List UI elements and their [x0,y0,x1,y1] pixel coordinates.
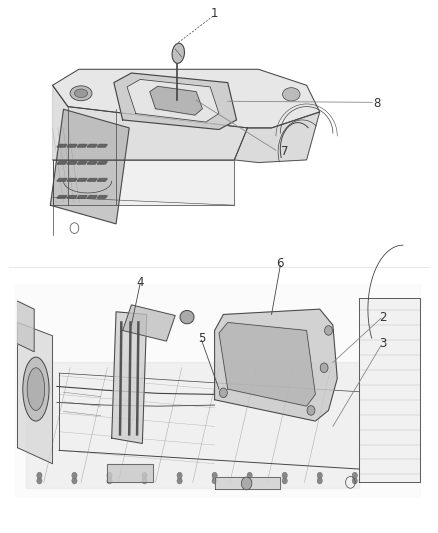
Circle shape [282,472,287,479]
Polygon shape [107,464,153,482]
Circle shape [317,478,322,484]
Ellipse shape [27,368,45,410]
Circle shape [37,478,42,484]
Circle shape [107,478,112,484]
Polygon shape [77,196,87,198]
Circle shape [177,472,182,479]
Polygon shape [123,305,175,341]
Circle shape [212,478,217,484]
Polygon shape [67,179,77,181]
Polygon shape [87,196,97,198]
Circle shape [72,478,77,484]
Polygon shape [67,144,77,147]
Polygon shape [97,144,107,147]
Circle shape [317,472,322,479]
Polygon shape [359,298,420,482]
Polygon shape [18,322,53,464]
Polygon shape [97,161,107,164]
Circle shape [142,472,147,479]
Polygon shape [50,109,129,224]
Polygon shape [57,161,67,164]
Polygon shape [215,477,280,489]
Polygon shape [127,79,219,122]
Polygon shape [53,85,247,160]
Circle shape [247,472,252,479]
Circle shape [212,472,217,479]
Polygon shape [97,179,107,181]
Polygon shape [87,179,97,181]
Circle shape [107,472,112,479]
Circle shape [177,478,182,484]
Polygon shape [53,160,234,205]
Text: 8: 8 [373,98,380,110]
Text: 3: 3 [380,337,387,350]
Polygon shape [87,144,97,147]
Circle shape [352,472,357,479]
Polygon shape [77,179,87,181]
Circle shape [72,472,77,479]
Ellipse shape [70,86,92,101]
Polygon shape [87,161,97,164]
Polygon shape [77,144,87,147]
Polygon shape [97,196,107,198]
Text: 2: 2 [379,311,387,324]
Polygon shape [67,196,77,198]
Polygon shape [53,69,320,128]
Polygon shape [219,322,315,406]
Polygon shape [234,112,320,163]
Text: 1: 1 [211,7,219,20]
Polygon shape [57,144,67,147]
Ellipse shape [180,310,194,324]
Circle shape [307,406,315,415]
Polygon shape [114,73,237,130]
Polygon shape [57,196,67,198]
Circle shape [247,478,252,484]
Polygon shape [15,284,420,497]
Circle shape [282,478,287,484]
Polygon shape [57,179,67,181]
Polygon shape [215,309,337,421]
Circle shape [325,326,332,335]
Polygon shape [77,161,87,164]
Circle shape [352,478,357,484]
Circle shape [219,388,227,398]
Ellipse shape [23,357,49,421]
Polygon shape [112,312,147,443]
Text: 5: 5 [198,332,205,345]
Circle shape [241,477,252,490]
Text: 7: 7 [281,146,289,158]
Ellipse shape [74,89,88,98]
Text: 6: 6 [276,257,284,270]
Polygon shape [18,301,34,352]
Text: 4: 4 [136,276,144,289]
Circle shape [320,363,328,373]
Polygon shape [150,86,202,115]
Polygon shape [67,161,77,164]
Circle shape [37,472,42,479]
Polygon shape [26,362,359,488]
Circle shape [142,478,147,484]
Ellipse shape [283,87,300,101]
Ellipse shape [172,43,184,63]
